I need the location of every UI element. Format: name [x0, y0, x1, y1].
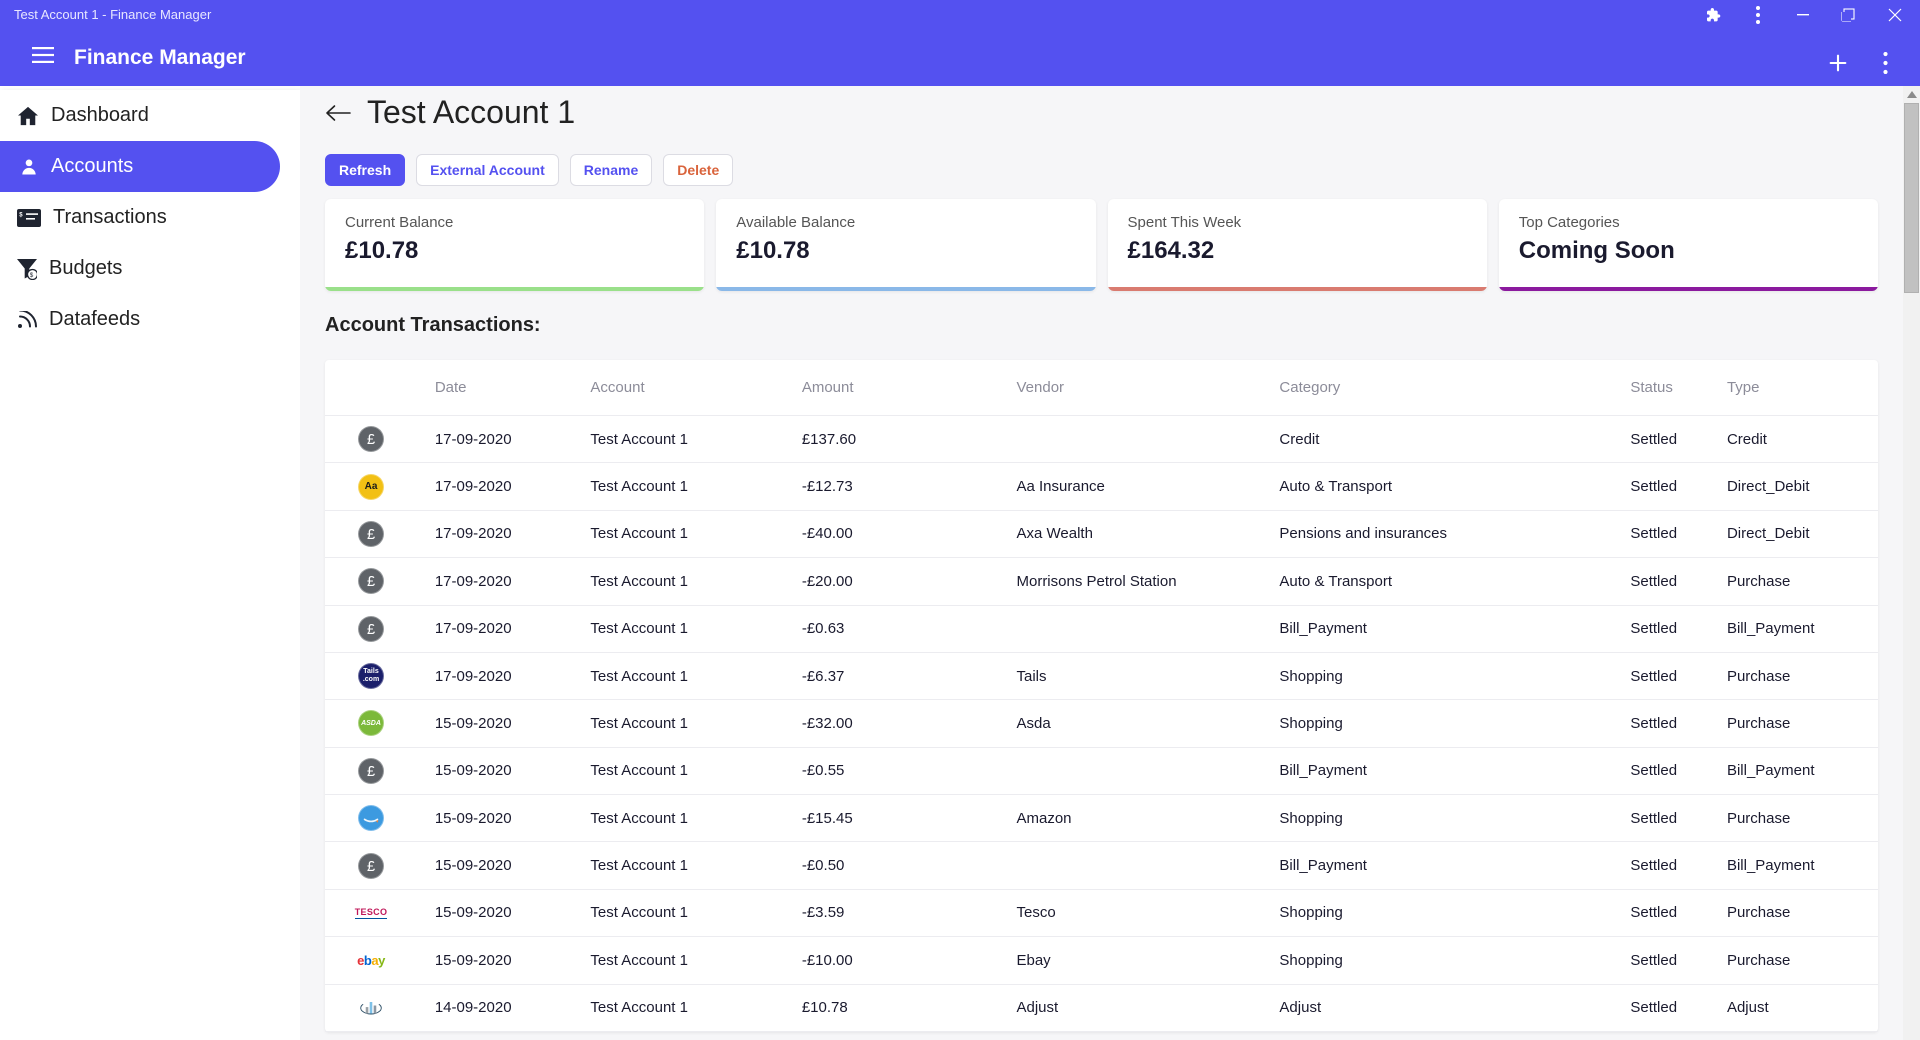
svg-text:£: £	[367, 527, 375, 543]
svg-text:£: £	[367, 858, 375, 874]
svg-text:£: £	[367, 764, 375, 780]
svg-text:£: £	[367, 432, 375, 448]
svg-text:$: $	[30, 272, 34, 279]
svg-text:£: £	[367, 621, 375, 637]
svg-text:£: £	[367, 574, 375, 590]
